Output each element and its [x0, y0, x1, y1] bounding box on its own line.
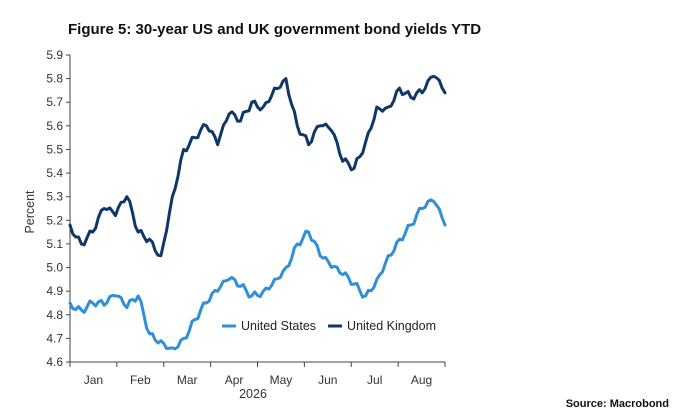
x-tick-label: Jan: [84, 373, 103, 387]
x-tick-label: May: [270, 373, 293, 387]
chart-axes: [66, 54, 446, 367]
y-axis-label: Percent: [23, 190, 37, 234]
y-tick-label: 5.0: [46, 261, 63, 275]
y-tick-label: 5.9: [46, 48, 63, 62]
x-axis-label: 2026: [239, 387, 267, 401]
x-tick-labels: Jan Feb Mar Apr May Jun Jul Aug: [84, 373, 432, 387]
x-tick-label: Aug: [411, 373, 432, 387]
y-tick-labels: 4.6 4.7 4.8 4.9 5.0 5.1 5.2 5.3 5.4 5.5 5.6 5.7 5.8 5…: [46, 48, 63, 369]
y-tick-label: 5.6: [46, 119, 63, 133]
y-tick-label: 4.7: [46, 331, 63, 345]
y-tick-label: 5.8: [46, 72, 63, 86]
legend-label-united-states: United States: [241, 319, 316, 333]
y-tick-label: 5.2: [46, 213, 63, 227]
y-tick-label: 5.7: [46, 95, 63, 109]
y-tick-label: 4.9: [46, 284, 63, 298]
source-note: Source: Macrobond: [565, 398, 669, 410]
legend-label-united-kingdom: United Kingdom: [347, 319, 436, 333]
y-tick-label: 5.3: [46, 190, 63, 204]
y-tick-label: 5.5: [46, 142, 63, 156]
chart-legend: United States United Kingdom: [222, 319, 436, 333]
chart-title: Figure 5: 30-year US and UK government b…: [68, 21, 482, 38]
series-line-united-kingdom: [68, 74, 447, 258]
x-tick-label: Jul: [367, 373, 382, 387]
y-tick-label: 5.1: [46, 237, 63, 251]
y-tick-label: 5.4: [46, 166, 63, 180]
x-tick-label: Mar: [177, 373, 198, 387]
y-tick-label: 4.6: [46, 355, 63, 369]
series-lines: [68, 74, 447, 351]
x-tick-label: Feb: [130, 373, 151, 387]
x-tick-label: Jun: [318, 373, 337, 387]
x-tick-label: Apr: [225, 373, 244, 387]
y-tick-label: 4.8: [46, 308, 63, 322]
series-line-united-states: [68, 198, 447, 351]
